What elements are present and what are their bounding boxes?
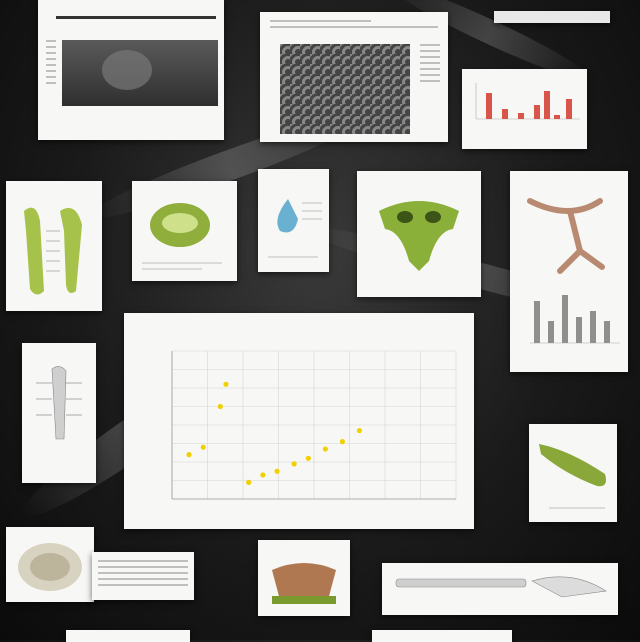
card-bone[interactable] — [6, 181, 102, 311]
data-point — [356, 427, 363, 434]
green-organ-icon — [142, 203, 222, 270]
data-point — [246, 479, 252, 485]
card-text-note[interactable] — [92, 552, 194, 600]
scatter-plot — [171, 350, 457, 500]
pelvis-specimen-icon — [272, 563, 336, 604]
text-lines — [46, 40, 56, 88]
card-ct-scan[interactable] — [38, 0, 224, 140]
card-strip-bottom[interactable] — [66, 630, 190, 642]
card-mini-bar-chart[interactable] — [462, 69, 587, 149]
text-lines — [98, 560, 188, 590]
spine-illustration-icon — [36, 366, 82, 440]
main-scatter-chart[interactable] — [124, 313, 474, 529]
green-organ-elongated-icon — [539, 444, 606, 509]
data-point — [322, 446, 328, 452]
text-lines — [420, 44, 440, 86]
data-point — [274, 468, 280, 474]
data-point — [200, 444, 206, 450]
card-strip-bottom[interactable] — [372, 630, 512, 642]
card-pelvis-specimen[interactable] — [258, 540, 350, 616]
data-point — [223, 381, 229, 387]
card-green-skull[interactable] — [357, 171, 481, 297]
mini-bar-chart — [475, 83, 580, 120]
cellular-texture-icon — [280, 44, 410, 134]
long-bone-icon — [395, 576, 607, 598]
data-point — [305, 455, 311, 461]
ct-scan-pelvis-icon — [62, 40, 218, 106]
data-point — [217, 403, 223, 410]
card-spine[interactable] — [22, 343, 96, 483]
card-rule — [56, 16, 216, 19]
text-lines — [270, 20, 438, 32]
brain-specimen-icon — [18, 543, 82, 591]
data-point — [339, 439, 345, 445]
card-elongated-organ[interactable] — [529, 424, 617, 522]
data-point — [260, 472, 266, 478]
bone-illustration-icon — [24, 207, 82, 295]
blue-organ-icon — [268, 199, 322, 258]
card-strip-top[interactable] — [494, 11, 610, 23]
data-point — [291, 461, 297, 467]
card-brain-specimen[interactable] — [6, 527, 94, 602]
card-cell-texture[interactable] — [260, 12, 448, 142]
data-point — [186, 452, 192, 458]
card-long-bone[interactable] — [382, 563, 618, 615]
card-blue-organ[interactable] — [258, 169, 329, 272]
card-bronchial[interactable] — [510, 171, 628, 372]
card-green-organ[interactable] — [132, 181, 237, 281]
bronchial-tree-icon — [527, 198, 620, 344]
green-skull-icon — [379, 201, 459, 271]
